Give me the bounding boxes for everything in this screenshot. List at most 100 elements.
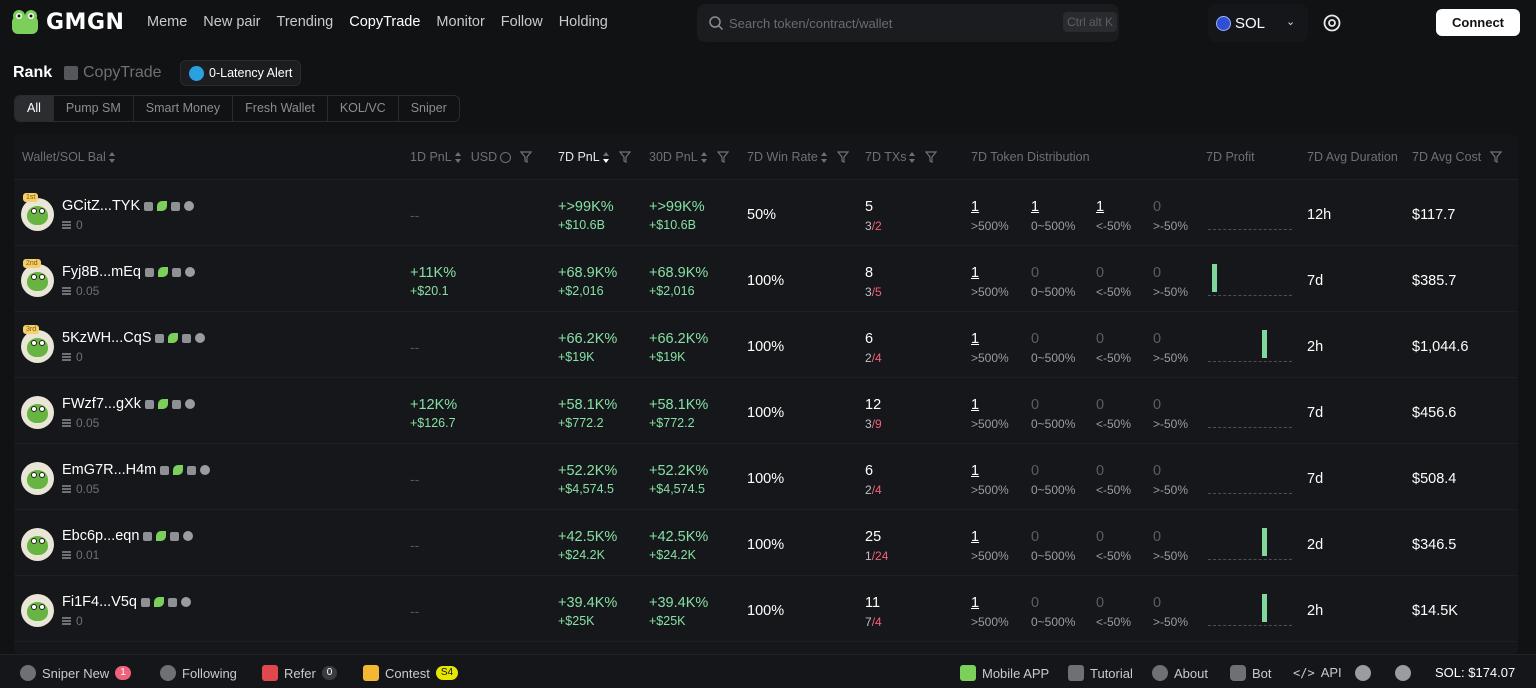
favorite-icon[interactable] bbox=[184, 201, 195, 211]
rank-title[interactable]: Rank bbox=[13, 64, 53, 81]
bot-link[interactable]: Bot bbox=[1230, 665, 1272, 681]
dist-count[interactable]: 1 bbox=[1096, 199, 1105, 215]
avatar[interactable] bbox=[21, 528, 54, 561]
table-row[interactable]: EmG7R...H4m 0.05 -- +52.2K% +$4,574.5 +52.2K%… bbox=[14, 444, 1518, 510]
filter-funnel-icon[interactable] bbox=[520, 151, 533, 163]
nav-new-pair[interactable]: New pair bbox=[203, 14, 261, 30]
filter-smart-money[interactable]: Smart Money bbox=[134, 96, 234, 121]
avatar[interactable] bbox=[21, 396, 54, 429]
avatar[interactable] bbox=[21, 198, 54, 231]
wallet-address[interactable]: Fyj8B...mEq bbox=[62, 264, 141, 280]
x-twitter-icon[interactable] bbox=[1355, 665, 1371, 681]
col-wallet[interactable]: Wallet/SOL Bal bbox=[22, 150, 116, 164]
favorite-icon[interactable] bbox=[183, 531, 194, 541]
dist-count[interactable]: 1 bbox=[1031, 199, 1040, 215]
col-7d-pnl[interactable]: 7D PnL bbox=[558, 150, 631, 164]
filter-fresh-wallet[interactable]: Fresh Wallet bbox=[233, 96, 328, 121]
dist-count[interactable]: 1 bbox=[971, 397, 980, 413]
edit-icon[interactable] bbox=[143, 531, 153, 541]
nav-copytrade[interactable]: CopyTrade bbox=[349, 14, 421, 30]
favorite-icon[interactable] bbox=[195, 333, 206, 343]
connect-button[interactable]: Connect bbox=[1436, 9, 1520, 36]
wallet-address[interactable]: 5KzWH...CqS bbox=[62, 330, 152, 346]
nav-holding[interactable]: Holding bbox=[558, 14, 608, 30]
copy-icon[interactable] bbox=[170, 531, 180, 541]
filter-funnel-icon[interactable] bbox=[1490, 151, 1503, 163]
chain-selector[interactable]: SOL ⌄ bbox=[1208, 4, 1308, 42]
following-link[interactable]: Following bbox=[160, 665, 237, 681]
filter-sniper[interactable]: Sniper bbox=[410, 101, 447, 115]
usd-toggle[interactable]: USD bbox=[471, 150, 512, 164]
edit-icon[interactable] bbox=[140, 597, 150, 607]
avatar[interactable] bbox=[21, 594, 54, 627]
copy-icon[interactable] bbox=[171, 267, 181, 277]
wallet-address[interactable]: Fi1F4...V5q bbox=[62, 594, 137, 610]
col-txs[interactable]: 7D TXs bbox=[865, 150, 938, 164]
about-link[interactable]: About bbox=[1152, 665, 1208, 681]
copy-icon[interactable] bbox=[171, 399, 181, 409]
filter-funnel-icon[interactable] bbox=[836, 151, 849, 163]
col-win-rate[interactable]: 7D Win Rate bbox=[747, 150, 849, 164]
wallet-address[interactable]: GCitZ...TYK bbox=[62, 198, 141, 214]
filter-kol-vc[interactable]: KOL/VC bbox=[328, 96, 399, 121]
wallet-address[interactable]: Ebc6p...eqn bbox=[62, 528, 140, 544]
table-row[interactable]: FWzf7...gXk 0.05 +12K% +$126.7 +58.1K% +$772.… bbox=[14, 378, 1518, 444]
contest-link[interactable]: Contest S4 bbox=[363, 665, 459, 681]
filter-funnel-icon[interactable] bbox=[618, 151, 631, 163]
tutorial-link[interactable]: Tutorial bbox=[1068, 665, 1133, 681]
col-30d-pnl[interactable]: 30D PnL bbox=[649, 150, 729, 164]
filter-funnel-icon[interactable] bbox=[716, 151, 729, 163]
table-row[interactable]: 1st GCitZ...TYK 0 -- +>99K% +$10.6B +>99K% +$10… bbox=[14, 180, 1518, 246]
wallet-address[interactable]: FWzf7...gXk bbox=[62, 396, 141, 412]
favorite-icon[interactable] bbox=[184, 399, 195, 409]
nav-meme[interactable]: Meme bbox=[147, 14, 188, 30]
copytrade-tab[interactable]: CopyTrade bbox=[64, 64, 162, 82]
nav-trending[interactable]: Trending bbox=[276, 14, 334, 30]
table-row[interactable]: Ebc6p...eqn 0.01 -- +42.5K% +$24.2K +42.5K% +$… bbox=[14, 510, 1518, 576]
logo[interactable]: GMGN bbox=[10, 8, 124, 36]
filter-funnel-icon[interactable] bbox=[925, 151, 938, 163]
api-link[interactable]: </> API bbox=[1293, 665, 1342, 680]
copy-icon[interactable] bbox=[182, 333, 192, 343]
sniper-new-link[interactable]: Sniper New 1 bbox=[20, 665, 131, 681]
filter-all[interactable]: All bbox=[15, 96, 54, 121]
dist-label: <-50% bbox=[1096, 351, 1132, 365]
edit-icon[interactable] bbox=[144, 267, 154, 277]
favorite-icon[interactable] bbox=[180, 597, 191, 607]
favorite-icon[interactable] bbox=[184, 267, 195, 277]
latency-alert-button[interactable]: 0-Latency Alert bbox=[180, 60, 302, 86]
col-7d-pnl-label: 7D PnL bbox=[558, 150, 600, 164]
copy-icon[interactable] bbox=[187, 465, 197, 475]
search-box[interactable]: Search token/contract/wallet Ctrl alt K bbox=[697, 4, 1119, 42]
nav-follow[interactable]: Follow bbox=[500, 14, 543, 30]
table-row[interactable]: 2nd Fyj8B...mEq 0.05 +11K% +$20.1 +68.9K% +$2,… bbox=[14, 246, 1518, 312]
dist-count[interactable]: 1 bbox=[971, 331, 980, 347]
edit-icon[interactable] bbox=[160, 465, 170, 475]
telegram-icon[interactable] bbox=[1395, 665, 1411, 681]
edit-icon[interactable] bbox=[144, 399, 154, 409]
favorite-icon[interactable] bbox=[200, 465, 211, 475]
nav-monitor[interactable]: Monitor bbox=[436, 14, 485, 30]
avatar[interactable] bbox=[21, 462, 54, 495]
avatar[interactable] bbox=[21, 264, 54, 297]
refer-link[interactable]: Refer 0 bbox=[262, 665, 338, 681]
table-row[interactable]: Fi1F4...V5q 0 -- +39.4K% +$25K +39.4K% +$25K 10… bbox=[14, 576, 1518, 642]
dist-count[interactable]: 1 bbox=[971, 265, 980, 281]
copy-icon[interactable] bbox=[171, 201, 181, 211]
col-1d-pnl[interactable]: 1D PnL USD bbox=[410, 150, 533, 164]
dist-count[interactable]: 1 bbox=[971, 199, 980, 215]
dist-count[interactable]: 1 bbox=[971, 595, 980, 611]
dist-count[interactable]: 1 bbox=[971, 529, 980, 545]
dist-count[interactable]: 1 bbox=[971, 463, 980, 479]
mobile-app-link[interactable]: Mobile APP bbox=[960, 665, 1049, 681]
edit-icon[interactable] bbox=[155, 333, 165, 343]
search-placeholder[interactable]: Search token/contract/wallet bbox=[729, 16, 893, 31]
copy-icon[interactable] bbox=[167, 597, 177, 607]
table-row[interactable]: 3rd 5KzWH...CqS 0 -- +66.2K% +$19K +66.2K% +$19… bbox=[14, 312, 1518, 378]
edit-icon[interactable] bbox=[144, 201, 154, 211]
settings-gear-icon[interactable] bbox=[1322, 13, 1342, 33]
filter-pump-sm[interactable]: Pump SM bbox=[54, 96, 134, 121]
col-avg-cost[interactable]: 7D Avg Cost bbox=[1412, 150, 1503, 164]
wallet-address[interactable]: EmG7R...H4m bbox=[62, 462, 157, 478]
avatar[interactable] bbox=[21, 330, 54, 363]
